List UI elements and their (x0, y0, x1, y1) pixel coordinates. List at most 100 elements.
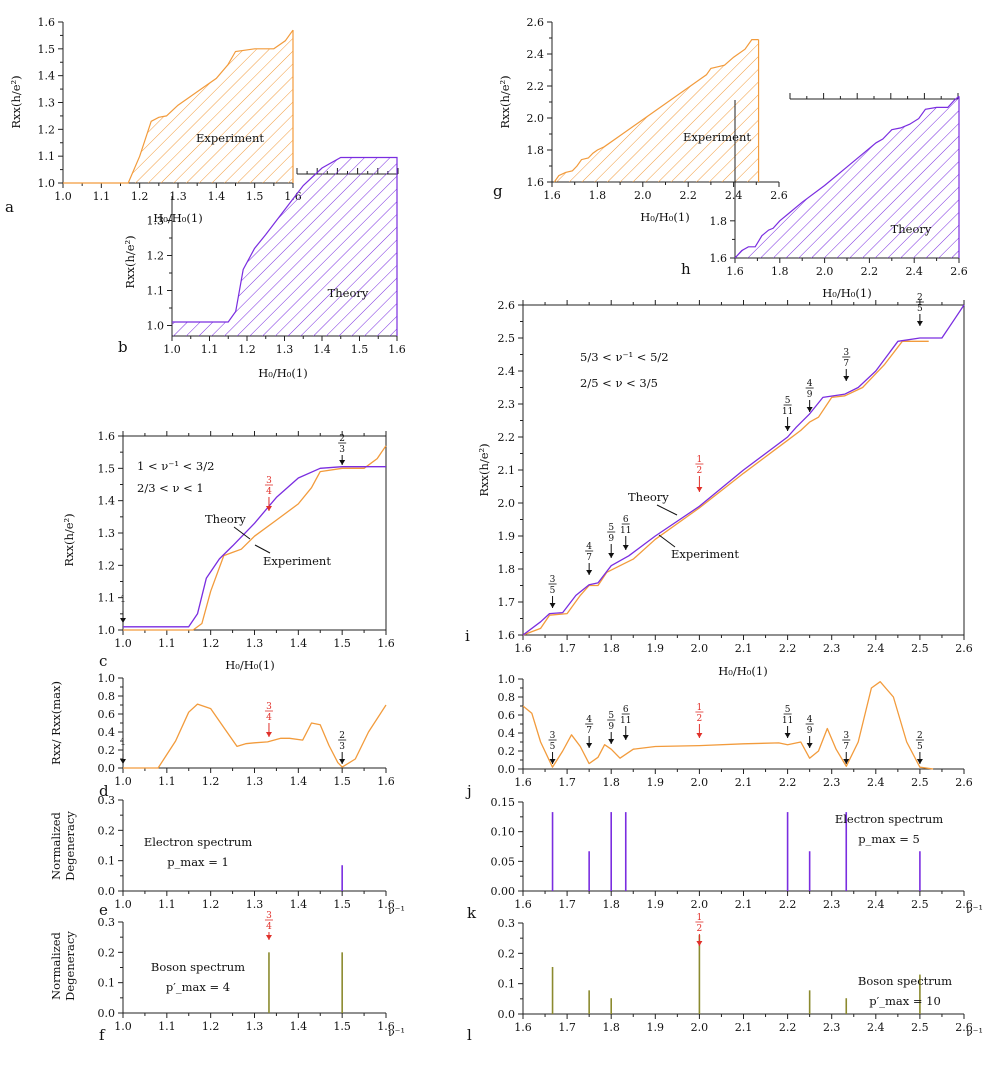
x-tick-label: 2.2 (861, 265, 879, 278)
x-tick-label: 2.0 (816, 265, 834, 278)
y-tick-label: 1.7 (498, 596, 516, 609)
pmax-label: p_max = 1 (167, 855, 229, 869)
y-tick-label: 2.1 (498, 464, 516, 477)
panel-label-g: g (493, 182, 503, 200)
x-tick-label: 1.0 (114, 898, 132, 911)
fraction-numerator: 2 (917, 731, 923, 741)
ylabel-line1: Normalized (49, 811, 63, 879)
panel-i: 1.6 1.7 1.8 1.9 2.0 2.1 2.2 2.3 2.4 2.5 2.6 1.6 1.7 1… (477, 293, 973, 678)
fraction-denominator: 7 (586, 726, 592, 736)
x-tick-label: 1.6 (514, 776, 532, 789)
experiment-label: Experiment (263, 554, 331, 568)
y-axis-label: Normalized Degeneracy (49, 811, 77, 881)
arrow-head (622, 735, 629, 740)
fraction-numerator: 6 (623, 515, 629, 525)
y-tick-label: 0.0 (498, 1008, 516, 1021)
theory-line (522, 304, 965, 636)
panel-inner-label: Theory (891, 222, 932, 236)
arrow-head (120, 618, 126, 623)
arrow-head (696, 941, 703, 946)
x-tick-label: 1.6 (514, 1021, 532, 1034)
theory-hatch-fill (735, 96, 959, 259)
x-tick-label: 2.3 (823, 1021, 841, 1034)
panel-label-c: c (99, 652, 107, 670)
y-tick-label: 1.0 (38, 177, 56, 190)
panel-d: 1.0 1.1 1.2 1.3 1.4 1.5 1.6 0.0 0.2 0.4 0.6 0.8 1.0 1… (49, 672, 395, 788)
arrow-head (586, 570, 593, 575)
fraction-marker: 4/949 (805, 715, 814, 748)
fraction-denominator: 2 (697, 466, 703, 476)
y-tick-label: 1.1 (147, 285, 165, 298)
fraction-label: 1 (120, 595, 126, 605)
panel-a: 1.0 1.1 1.2 1.3 1.4 1.5 1.6 1.0 1.1 1.2 1.3 1.4 1.5 1… (9, 16, 302, 225)
arrow-head (339, 460, 346, 465)
fraction-marker: 3/737 (842, 731, 851, 764)
x-tick-label: 2.4 (867, 776, 885, 789)
x-tick-label: 1.9 (647, 642, 665, 655)
fraction-numerator: 5 (608, 523, 614, 533)
y-tick-label: 2.3 (498, 398, 516, 411)
y-tick-label: 2.6 (498, 299, 516, 312)
x-tick-label: 1.3 (246, 775, 264, 788)
y-tick-label: 0.1 (98, 977, 116, 990)
panel-label-i: i (465, 627, 470, 645)
experiment-line (123, 445, 387, 631)
x-tick-label: 1.1 (158, 898, 176, 911)
y-tick-label: 0.2 (498, 745, 516, 758)
fraction-denominator: 2 (697, 714, 703, 724)
y-tick-label: 2.5 (498, 332, 516, 345)
fraction-denominator: 11 (620, 526, 631, 536)
x-tick-label: 1.8 (771, 265, 789, 278)
y-tick-label: 1.0 (98, 624, 116, 637)
marker-1-2: 1/212 (695, 913, 704, 946)
fraction-marker: 4/747 (585, 542, 594, 575)
fraction-denominator: 9 (608, 534, 614, 544)
fraction-numerator: 5 (608, 711, 614, 721)
x-tick-label: 2.6 (955, 898, 973, 911)
fraction-numerator: 1 (697, 455, 703, 465)
fraction-numerator: 3 (266, 911, 272, 921)
x-tick-label: 1.5 (246, 190, 264, 203)
experiment-hatch-fill (554, 39, 759, 182)
x-tick-label: 1.2 (202, 637, 220, 650)
panel-b: 1.0 1.1 1.2 1.3 1.4 1.5 1.6 1.0 1.1 1.2 1.3 Theory R… (123, 156, 406, 380)
y-tick-label: 0.2 (98, 824, 116, 837)
x-tick-label: 1.6 (377, 898, 395, 911)
x-tick-label: 1.5 (333, 1020, 351, 1033)
arrow-head (586, 743, 593, 748)
x-tick-label: 2.5 (911, 898, 929, 911)
panel-label-d: d (99, 782, 109, 800)
x-axis-unit: ν⁻¹ (966, 903, 983, 916)
spectrum-title: Boson spectrum (858, 974, 952, 988)
experiment-pointer (254, 544, 271, 554)
x-tick-label: 1.3 (169, 190, 187, 203)
x-tick-label: 2.1 (735, 776, 753, 789)
x-tick-label: 1.0 (114, 775, 132, 788)
marker-3-4: 3/434 (264, 911, 273, 940)
pmax-label: p′_max = 10 (869, 994, 941, 1008)
y-tick-label: 1.6 (498, 629, 516, 642)
x-tick-label: 2.2 (779, 898, 797, 911)
x-tick-label: 1.4 (208, 190, 226, 203)
x-tick-label: 2.3 (823, 898, 841, 911)
arrow-head (784, 733, 791, 738)
arrow-head (339, 759, 346, 764)
x-tick-label: 2.1 (735, 642, 753, 655)
x-tick-label: 2.6 (955, 1021, 973, 1034)
experiment-line (522, 340, 929, 636)
fraction-numerator: 5 (785, 705, 791, 715)
spectrum-title: Electron spectrum (144, 835, 252, 849)
panel-label-b: b (118, 338, 128, 356)
y-axis-label: Rxx(h/e²) (123, 235, 137, 288)
y-tick-label: 1.0 (98, 672, 116, 685)
y-tick-label: 1.6 (710, 252, 728, 265)
x-tick-label: 2.2 (779, 642, 797, 655)
fraction-numerator: 3 (843, 731, 849, 741)
y-tick-label: 0.1 (498, 978, 516, 991)
panel-label-e: e (99, 901, 108, 919)
arrow-head (265, 732, 272, 737)
experiment-pointer (658, 534, 676, 548)
y-tick-label: 1.4 (38, 70, 56, 83)
